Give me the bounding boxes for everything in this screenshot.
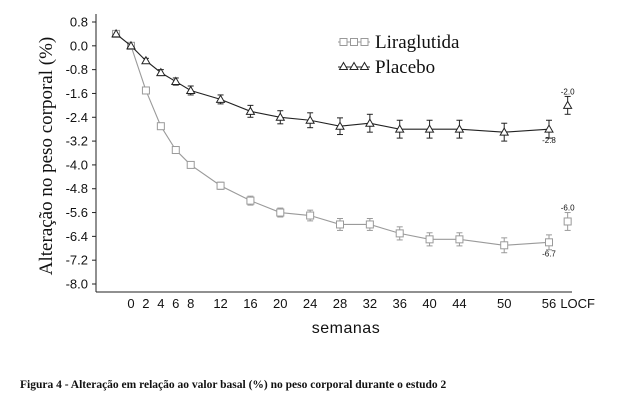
y-axis-label: Alteração no peso corporal (%) bbox=[36, 37, 57, 275]
x-tick-label: 16 bbox=[243, 296, 257, 311]
y-tick-label: -0.8 bbox=[66, 62, 88, 77]
data-point bbox=[365, 220, 374, 229]
x-tick-label: LOCF bbox=[560, 296, 595, 311]
x-tick-label: 40 bbox=[422, 296, 436, 311]
x-tick-label: 24 bbox=[303, 296, 317, 311]
data-point bbox=[215, 94, 226, 103]
data-annotation: -2.0 bbox=[561, 87, 575, 96]
data-point bbox=[455, 235, 464, 244]
data-point bbox=[216, 181, 225, 190]
data-annotation: -6.7 bbox=[542, 249, 556, 258]
x-tick-label: 32 bbox=[363, 296, 377, 311]
data-point bbox=[126, 40, 136, 50]
legend: Liraglutida Placebo bbox=[338, 32, 460, 78]
data-annotation: -6.0 bbox=[561, 203, 575, 212]
data-point bbox=[170, 76, 181, 86]
legend-label-placebo: Placebo bbox=[375, 57, 435, 78]
legend-label-liraglutida: Liraglutida bbox=[375, 32, 460, 53]
data-point bbox=[276, 208, 285, 217]
y-tick-label: -8.0 bbox=[66, 277, 88, 292]
y-ticks: 0.8 0.0 -0.8 -1.6 -2.4 -3.2 -4.0 -4.8 -5.6 -6.4 -7… bbox=[66, 15, 96, 292]
x-tick-label: 36 bbox=[392, 296, 406, 311]
data-point bbox=[305, 115, 316, 124]
data-point bbox=[544, 124, 554, 133]
data-point bbox=[246, 196, 255, 205]
legend-item-placebo: Placebo bbox=[338, 57, 435, 78]
annotations: -2.0 -2.8 -6.0 -6.7 bbox=[542, 87, 575, 258]
y-tick-label: -7.2 bbox=[66, 253, 88, 268]
y-tick-label: -5.6 bbox=[66, 205, 88, 220]
x-tick-label: 2 bbox=[142, 296, 149, 311]
legend-marker-placebo bbox=[338, 61, 349, 70]
data-point bbox=[545, 238, 553, 247]
data-point bbox=[563, 217, 572, 226]
data-annotation: -2.8 bbox=[542, 136, 556, 145]
data-point bbox=[155, 67, 166, 77]
series-line-liraglutida bbox=[115, 33, 550, 246]
legend-item-liraglutida: Liraglutida bbox=[338, 32, 460, 53]
x-ticks: 0 2 4 6 8 12 16 20 24 28 32 36 40 44 50 56 LOCF bbox=[127, 296, 595, 311]
data-point bbox=[394, 124, 405, 133]
weight-change-chart: 0.8 0.0 -0.8 -1.6 -2.4 -3.2 -4.0 -4.8 -5.6 -6.4 -7… bbox=[36, 14, 595, 337]
data-point bbox=[364, 118, 375, 127]
data-point bbox=[454, 124, 465, 133]
legend-marker-liraglutida bbox=[339, 38, 348, 46]
y-tick-label: -6.4 bbox=[66, 229, 88, 244]
data-point bbox=[336, 220, 344, 229]
data-point bbox=[306, 211, 315, 220]
data-point bbox=[424, 124, 435, 133]
x-tick-label: 4 bbox=[157, 296, 164, 311]
data-point bbox=[562, 100, 573, 109]
data-point bbox=[141, 86, 150, 95]
data-point bbox=[141, 55, 151, 65]
data-point bbox=[425, 235, 434, 244]
legend-marker-liraglutida bbox=[350, 38, 358, 46]
data-point bbox=[186, 160, 195, 169]
x-tick-label: 6 bbox=[172, 296, 179, 311]
y-tick-label: -3.2 bbox=[66, 134, 88, 149]
data-point bbox=[499, 127, 510, 136]
y-tick-label: 0.0 bbox=[70, 38, 88, 53]
x-tick-label: 8 bbox=[187, 296, 194, 311]
x-tick-label: 0 bbox=[127, 296, 134, 311]
legend-marker-placebo bbox=[349, 61, 359, 70]
x-tick-label: 56 bbox=[542, 296, 556, 311]
data-point bbox=[245, 106, 256, 115]
data-point bbox=[111, 28, 121, 38]
data-point bbox=[185, 85, 196, 94]
y-tick-label: -4.0 bbox=[66, 157, 88, 172]
y-tick-label: -1.6 bbox=[66, 86, 88, 101]
plot-frame bbox=[95, 14, 572, 293]
series-placebo bbox=[111, 28, 573, 142]
y-tick-label: 0.8 bbox=[70, 15, 88, 30]
data-point bbox=[335, 121, 345, 130]
x-tick-label: 50 bbox=[497, 296, 511, 311]
series-liraglutida bbox=[112, 29, 572, 254]
data-point bbox=[156, 122, 165, 131]
x-tick-label: 12 bbox=[213, 296, 227, 311]
x-tick-label: 20 bbox=[273, 296, 287, 311]
data-point bbox=[500, 241, 509, 250]
y-tick-label: -4.8 bbox=[66, 181, 88, 196]
x-axis-label: semanas bbox=[312, 320, 380, 337]
data-point bbox=[171, 146, 180, 155]
series-line-placebo bbox=[115, 33, 550, 133]
legend-marker-liraglutida bbox=[360, 38, 369, 46]
series-layer bbox=[111, 28, 573, 254]
data-point bbox=[275, 112, 286, 121]
legend-marker-placebo bbox=[359, 61, 370, 70]
figure-caption: Figura 4 - Alteração em relação ao valor… bbox=[20, 379, 447, 391]
x-tick-label: 44 bbox=[452, 296, 466, 311]
x-tick-label: 28 bbox=[333, 296, 347, 311]
data-point bbox=[395, 229, 404, 238]
y-tick-label: -2.4 bbox=[66, 110, 88, 125]
